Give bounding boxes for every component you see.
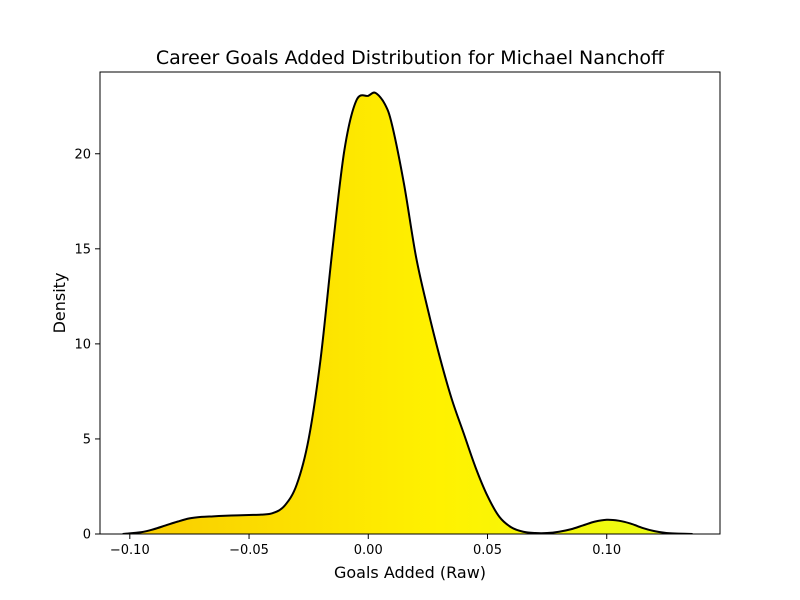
chart-title: Career Goals Added Distribution for Mich… xyxy=(156,47,665,69)
x-tick-label: −0.10 xyxy=(110,543,150,558)
y-tick-label: 0 xyxy=(83,528,91,543)
x-tick-label: 0.00 xyxy=(354,543,383,558)
y-axis: 0 5 10 15 20 xyxy=(74,147,100,542)
y-axis-label: Density xyxy=(50,273,69,334)
x-tick-label: 0.10 xyxy=(592,543,621,558)
x-axis-label: Goals Added (Raw) xyxy=(334,563,486,582)
y-tick-label: 15 xyxy=(74,242,91,257)
y-tick-label: 20 xyxy=(74,147,91,162)
plot-area xyxy=(123,93,693,534)
y-tick-label: 10 xyxy=(74,337,91,352)
x-tick-label: 0.05 xyxy=(473,543,502,558)
x-tick-label: −0.05 xyxy=(229,543,269,558)
density-area xyxy=(123,93,693,534)
x-axis: −0.10 −0.05 0.00 0.05 0.10 xyxy=(110,534,621,558)
y-tick-label: 5 xyxy=(83,432,91,447)
